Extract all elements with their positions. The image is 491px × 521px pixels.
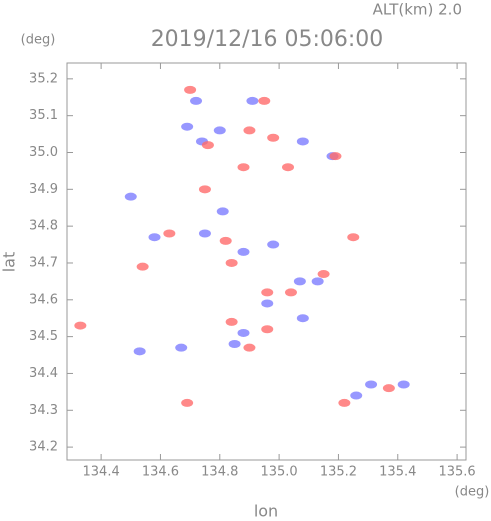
echo-patch	[148, 233, 161, 242]
x-tick-label: 134.6	[142, 465, 179, 480]
y-tick-label: 34.9	[29, 182, 58, 197]
echo-patch	[261, 299, 274, 308]
echo-patch	[293, 277, 306, 286]
x-tick-label: 134.4	[83, 465, 120, 480]
x-tick-label: 135.2	[320, 465, 357, 480]
altitude-label: ALT(km) 2.0	[373, 1, 462, 19]
echo-patch	[261, 325, 274, 334]
echo-patch	[237, 328, 250, 337]
echo-patch	[228, 339, 241, 348]
echo-patch	[213, 126, 226, 135]
echo-patch	[365, 380, 378, 389]
echo-patch	[198, 229, 211, 238]
echo-patch	[347, 233, 360, 242]
echo-patch	[243, 126, 256, 135]
y-tick-label: 34.5	[29, 329, 58, 344]
echo-patch	[261, 288, 274, 297]
y-tick-label: 35.1	[29, 108, 58, 123]
echo-patch	[267, 240, 280, 249]
echo-patch	[267, 133, 280, 142]
y-tick-label: 34.4	[29, 366, 58, 381]
echo-patch	[225, 258, 238, 267]
echo-patch	[190, 96, 203, 105]
echo-patch	[311, 277, 324, 286]
echo-patch	[219, 236, 232, 245]
echo-patch	[184, 85, 197, 94]
chart-title: 2019/12/16 05:06:00	[151, 27, 384, 52]
echo-patch	[329, 152, 342, 161]
x-tick-label: 135.4	[379, 465, 416, 480]
y-tick-label: 35.0	[29, 145, 58, 160]
y-unit: (deg)	[21, 33, 56, 48]
x-tick-label: 134.8	[201, 465, 238, 480]
echo-patch	[175, 343, 188, 352]
x-unit: (deg)	[455, 485, 490, 500]
echo-patch	[382, 384, 395, 393]
echo-patch	[74, 321, 87, 330]
x-axis-label: lon	[254, 502, 278, 521]
y-tick-label: 34.3	[29, 403, 58, 418]
echo-patch	[216, 207, 229, 216]
y-tick-label: 34.7	[29, 255, 58, 270]
echo-patch	[338, 398, 351, 407]
echo-patch	[133, 347, 146, 356]
echo-patch	[163, 229, 176, 238]
echo-patch	[136, 262, 149, 271]
echo-patch	[296, 314, 309, 323]
echo-patch	[237, 247, 250, 256]
echo-patch	[237, 163, 250, 172]
echo-patch	[201, 141, 214, 150]
echo-patch	[397, 380, 410, 389]
echo-patch	[243, 343, 256, 352]
echo-patch	[124, 192, 137, 201]
echo-patch	[246, 96, 259, 105]
echo-patch	[284, 288, 297, 297]
y-tick-label: 34.2	[29, 440, 58, 455]
y-tick-label: 34.6	[29, 292, 58, 307]
x-tick-label: 135.0	[260, 465, 297, 480]
echo-patch	[282, 163, 295, 172]
echo-patch	[258, 96, 271, 105]
echo-patch	[181, 398, 194, 407]
echo-patch	[350, 391, 363, 400]
echo-patch	[181, 122, 194, 131]
echo-patch	[198, 185, 211, 194]
x-tick-label: 135.6	[438, 465, 475, 480]
echo-patch	[317, 270, 330, 279]
echo-patch	[225, 317, 238, 326]
y-tick-label: 34.8	[29, 219, 58, 234]
echo-patch	[296, 137, 309, 146]
y-axis-label: lat	[0, 252, 19, 273]
plot-frame	[66, 62, 467, 461]
y-tick-label: 35.2	[29, 71, 58, 86]
